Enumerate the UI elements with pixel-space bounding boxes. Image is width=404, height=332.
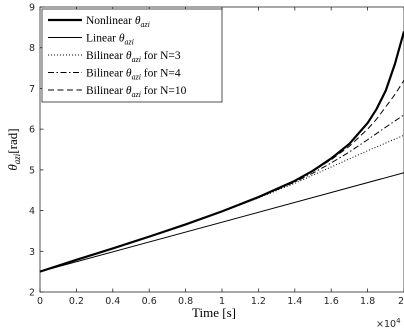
y-tick-label: 7 bbox=[29, 84, 35, 95]
y-tick-label: 2 bbox=[29, 288, 35, 299]
x-axis-exponent-power: 4 bbox=[396, 317, 401, 325]
x-tick-label: 2 bbox=[398, 296, 404, 307]
legend: Nonlinear θazi Linear θazi Bilinear θazi f… bbox=[41, 8, 223, 103]
x-axis-label: Time [s] bbox=[192, 305, 236, 320]
y-tick-label: 3 bbox=[29, 247, 35, 258]
series-line-2 bbox=[39, 172, 404, 273]
y-tick-label: 9 bbox=[29, 3, 35, 14]
x-tick-label: 0.2 bbox=[69, 296, 84, 307]
legend-items: Nonlinear θazi Linear θazi Bilinear θazi f… bbox=[48, 15, 187, 99]
x-tick-label: 1.6 bbox=[324, 296, 339, 307]
y-tick-label: 4 bbox=[29, 206, 35, 217]
x-tick-label: 0.4 bbox=[105, 296, 120, 307]
y-axis-label-unit: [rad] bbox=[5, 128, 20, 153]
series-layer bbox=[39, 31, 404, 273]
y-axis-label: θazi[rad] bbox=[5, 128, 22, 170]
x-tick-label: 0.8 bbox=[178, 296, 193, 307]
series-line-4 bbox=[39, 114, 404, 273]
x-tick-label: 1 bbox=[219, 296, 225, 307]
series-line-3 bbox=[39, 134, 404, 273]
y-tick-label: 6 bbox=[29, 125, 35, 136]
y-axis-label-symbol: θ bbox=[5, 164, 20, 171]
legend-label-5: Bilinear θazi for N=10 bbox=[86, 85, 187, 99]
x-tick-label: 0.6 bbox=[142, 296, 157, 307]
y-axis-label-subscript: azi bbox=[12, 153, 22, 164]
x-axis-exponent: ×104 bbox=[376, 317, 401, 330]
legend-label-3: Bilinear θazi for N=3 bbox=[86, 50, 181, 64]
x-tick-label: 1.2 bbox=[251, 296, 266, 307]
legend-label-4: Bilinear θazi for N=4 bbox=[86, 68, 181, 82]
x-axis-exponent-base: ×10 bbox=[376, 319, 396, 330]
x-tick-label: 1.4 bbox=[287, 296, 302, 307]
ticks-layer: 0 0.2 0.4 0.6 0.8 1 1.2 1.4 1.6 1.8 2 2 3 4 5 6 7 8 9 bbox=[29, 3, 404, 307]
legend-label-1: Nonlinear θazi bbox=[86, 15, 150, 29]
series-line-5 bbox=[39, 80, 404, 273]
plot-area: 0 0.2 0.4 0.6 0.8 1 1.2 1.4 1.6 1.8 2 2 3 4 5 6 7 8 9 bbox=[29, 3, 404, 307]
y-tick-label: 8 bbox=[29, 43, 35, 54]
x-tick-label: 0 bbox=[37, 296, 43, 307]
legend-label-2: Linear θazi bbox=[86, 33, 134, 47]
y-tick-label: 5 bbox=[29, 165, 35, 176]
x-tick-label: 1.8 bbox=[360, 296, 375, 307]
